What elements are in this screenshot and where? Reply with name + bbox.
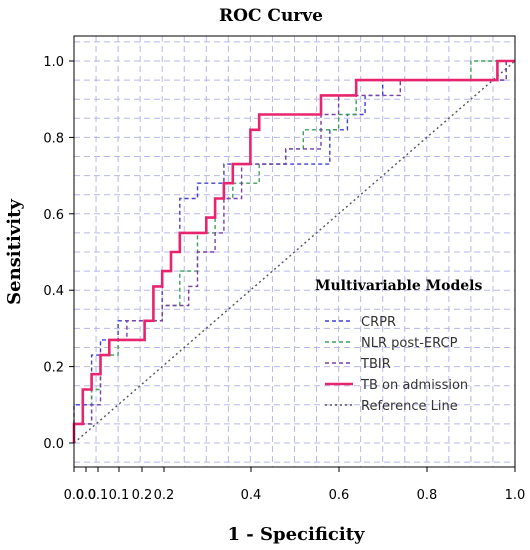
series-lines xyxy=(72,59,515,443)
y-tick-label: 0.0 xyxy=(43,437,64,452)
x-tick-label: 0.1 xyxy=(88,488,109,503)
legend: Multivariable Models CRPR NLR post-ERCP TB… xyxy=(315,278,482,414)
y-axis-label: Sensitivity xyxy=(4,199,25,305)
x-tick-labels: 0.00.00.1 0.1 0.2 0.2 0.4 0.6 0.8 1.0 xyxy=(64,467,526,503)
x-tick-label: 0.1 xyxy=(109,488,130,503)
x-tick-label: 1.0 xyxy=(505,488,526,503)
legend-label: NLR post-ERCP xyxy=(361,336,458,351)
x-tick-label: 0.6 xyxy=(329,488,350,503)
legend-label: Reference Line xyxy=(361,399,458,414)
x-tick-label: 0.8 xyxy=(417,488,438,503)
legend-label: TB on admission xyxy=(360,378,468,393)
x-tick-label: 0.0 xyxy=(76,488,97,503)
x-tick-label: 0.4 xyxy=(241,488,262,503)
reference-line xyxy=(73,60,516,444)
legend-label: CRPR xyxy=(361,315,396,330)
y-tick-label: 0.6 xyxy=(43,208,64,223)
legend-label: TBIR xyxy=(360,357,391,372)
plot-frame xyxy=(73,35,516,468)
x-tick-label: 0.2 xyxy=(132,488,153,503)
y-tick-label: 0.8 xyxy=(43,131,64,146)
x-tick-label: 0.0 xyxy=(64,488,85,503)
y-tick-label: 0.2 xyxy=(43,361,64,376)
series-line-nlr-post-ercp xyxy=(74,60,515,425)
chart-title: ROC Curve xyxy=(219,6,323,26)
y-tick-label: 1.0 xyxy=(43,55,64,70)
series-line-reference-line xyxy=(73,60,516,444)
y-tick-labels: 0.0 0.2 0.4 0.6 0.8 1.0 xyxy=(43,55,74,452)
x-tick-label: 0.2 xyxy=(154,488,175,503)
series-line-tb-on-admission xyxy=(72,59,515,443)
legend-title: Multivariable Models xyxy=(315,278,482,294)
y-tick-label: 0.4 xyxy=(43,284,64,299)
x-axis-label: 1 - Specificity xyxy=(227,524,365,545)
